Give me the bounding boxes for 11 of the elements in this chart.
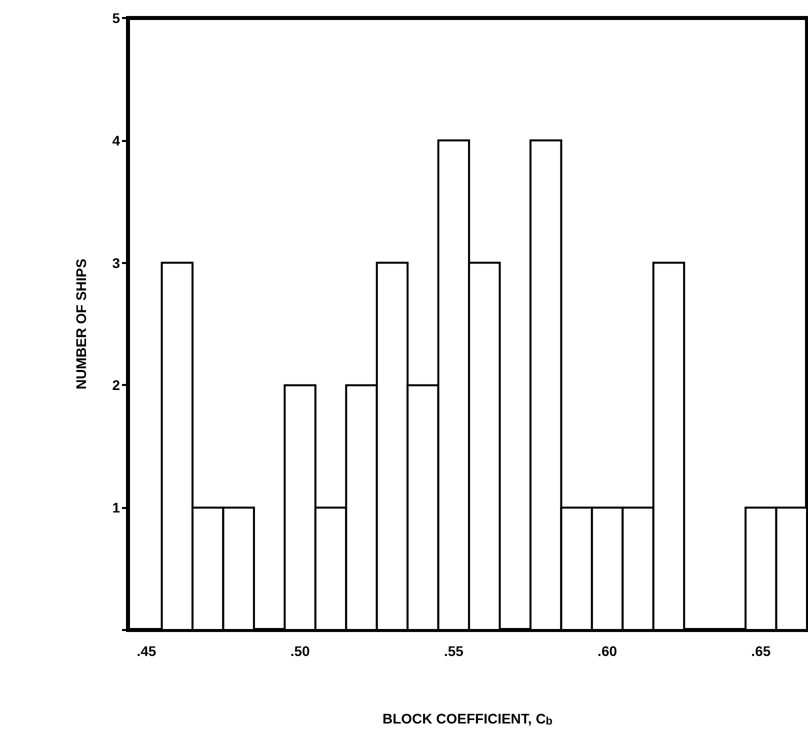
y-tick-label: 3	[112, 254, 120, 271]
x-tick-label: .45	[136, 643, 156, 659]
x-tick-label: .65	[751, 643, 771, 659]
y-tick-label: 5	[112, 10, 120, 26]
x-tick-label: .50	[290, 643, 310, 659]
y-tick-label: 2	[112, 377, 120, 394]
y-axis-title: NUMBER OF SHIPS	[73, 258, 89, 390]
y-tick-label: 1	[112, 500, 120, 516]
x-tick-label: .60	[598, 643, 618, 659]
y-tick-label: 4	[112, 132, 120, 148]
x-tick-label: .55	[444, 643, 464, 659]
